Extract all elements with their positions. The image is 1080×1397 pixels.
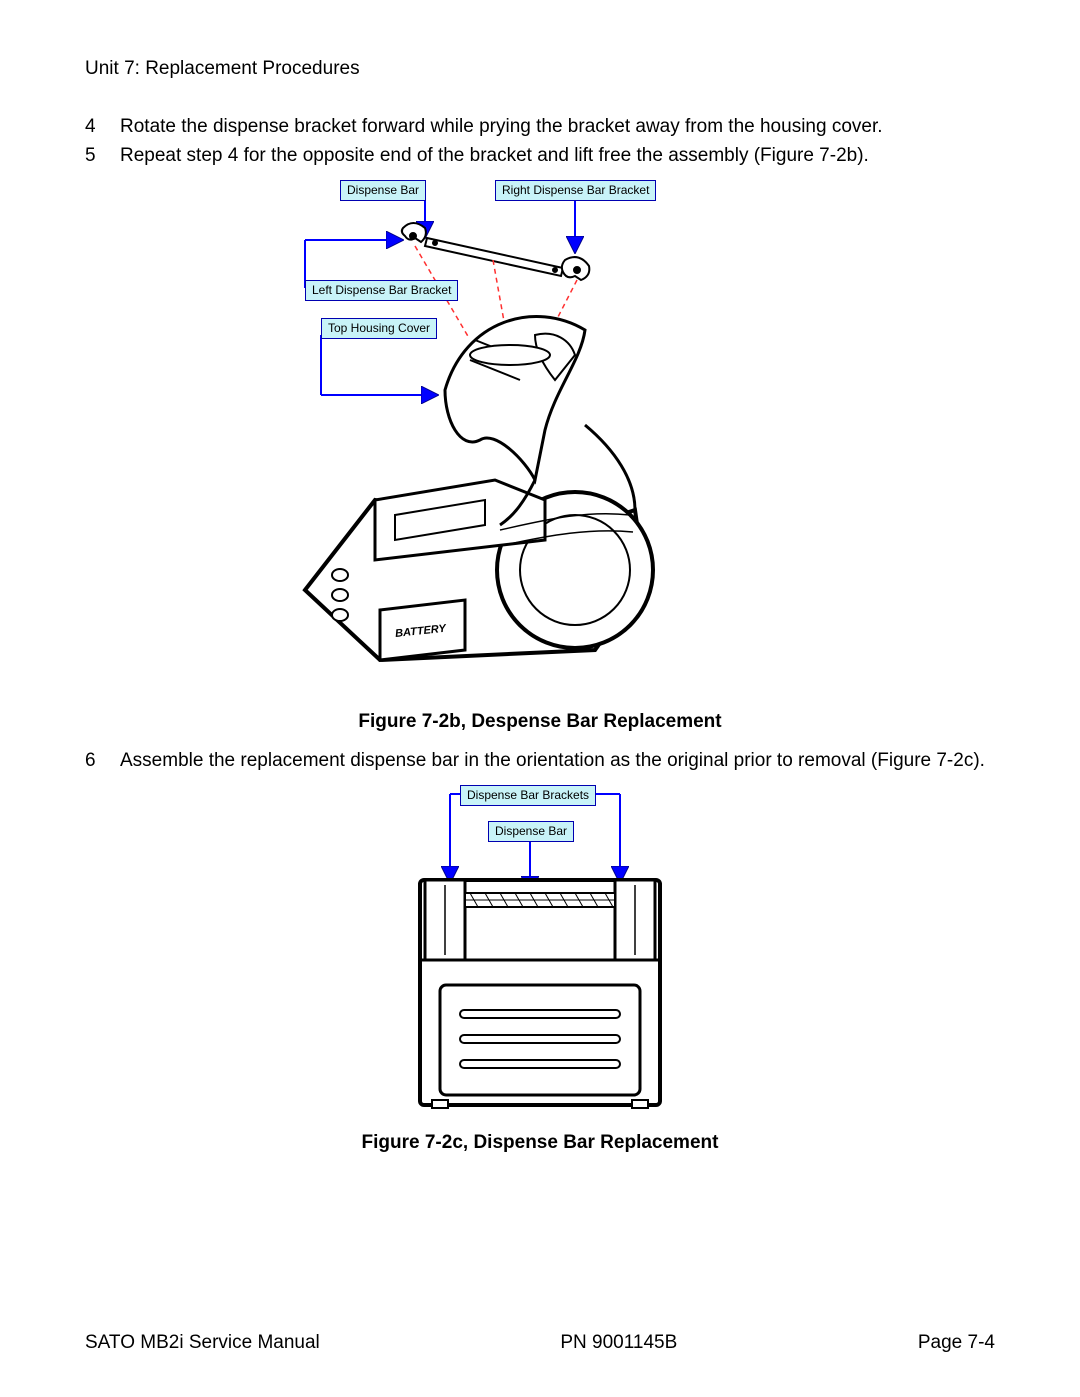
- figure-7-2b-svg: BATTERY: [285, 180, 805, 700]
- footer-left: SATO MB2i Service Manual: [85, 1329, 320, 1357]
- step-text: Rotate the dispense bracket forward whil…: [120, 113, 995, 141]
- step-number: 6: [85, 747, 120, 775]
- page-footer: SATO MB2i Service Manual PN 9001145B Pag…: [85, 1329, 995, 1357]
- callout-right-bracket: Right Dispense Bar Bracket: [495, 180, 656, 201]
- step-number: 5: [85, 142, 120, 170]
- footer-right: Page 7-4: [918, 1329, 995, 1357]
- right-bracket-icon: [562, 257, 589, 280]
- step-text: Assemble the replacement dispense bar in…: [120, 747, 995, 775]
- step-row: 5 Repeat step 4 for the opposite end of …: [85, 142, 995, 170]
- callout-brackets: Dispense Bar Brackets: [460, 785, 596, 806]
- step-number: 4: [85, 113, 120, 141]
- figure-7-2b-caption: Figure 7-2b, Despense Bar Replacement: [85, 708, 995, 736]
- figure-7-2b: Dispense Bar Right Dispense Bar Bracket …: [285, 180, 805, 700]
- step-list-mid: 6 Assemble the replacement dispense bar …: [85, 747, 995, 775]
- document-page: Unit 7: Replacement Procedures 4 Rotate …: [0, 0, 1080, 1397]
- left-bracket-icon: [402, 223, 426, 242]
- dispense-bar-icon: [425, 238, 563, 276]
- printer-device-icon: BATTERY: [305, 316, 653, 660]
- callout-top-cover: Top Housing Cover: [321, 318, 437, 339]
- figure-7-2c-caption: Figure 7-2c, Dispense Bar Replacement: [85, 1129, 995, 1157]
- step-text: Repeat step 4 for the opposite end of th…: [120, 142, 995, 170]
- callout-dispense-bar: Dispense Bar: [340, 180, 426, 201]
- step-list-top: 4 Rotate the dispense bracket forward wh…: [85, 113, 995, 170]
- step-row: 6 Assemble the replacement dispense bar …: [85, 747, 995, 775]
- callout-bar: Dispense Bar: [488, 821, 574, 842]
- figure-7-2c: Dispense Bar Brackets Dispense Bar: [370, 785, 710, 1125]
- footer-center: PN 9001145B: [560, 1329, 677, 1357]
- printer-front-icon: [420, 880, 660, 1108]
- callout-left-bracket: Left Dispense Bar Bracket: [305, 280, 458, 301]
- step-row: 4 Rotate the dispense bracket forward wh…: [85, 113, 995, 141]
- unit-header: Unit 7: Replacement Procedures: [85, 55, 995, 83]
